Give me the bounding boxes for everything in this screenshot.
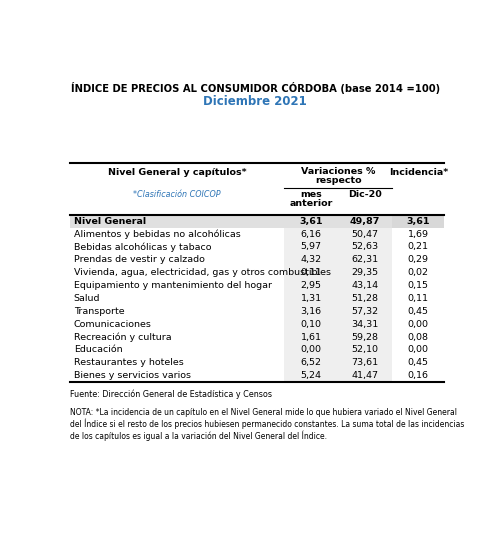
Text: 3,61: 3,61 xyxy=(406,217,430,226)
Text: Restaurantes y hoteles: Restaurantes y hoteles xyxy=(74,358,184,367)
Text: anterior: anterior xyxy=(289,198,333,208)
Text: 5,97: 5,97 xyxy=(301,242,322,251)
Bar xyxy=(284,344,392,356)
Text: 29,35: 29,35 xyxy=(352,268,379,277)
Text: Transporte: Transporte xyxy=(74,307,124,316)
Text: 6,52: 6,52 xyxy=(301,358,322,367)
Text: 2,95: 2,95 xyxy=(301,281,322,290)
Text: 43,14: 43,14 xyxy=(352,281,379,290)
Text: 0,08: 0,08 xyxy=(408,333,429,341)
Text: Educación: Educación xyxy=(74,345,123,354)
Text: 52,10: 52,10 xyxy=(352,345,378,354)
Text: Equipamiento y mantenimiento del hogar: Equipamiento y mantenimiento del hogar xyxy=(74,281,272,290)
Text: 59,28: 59,28 xyxy=(352,333,378,341)
Bar xyxy=(284,356,392,369)
Text: 3,61: 3,61 xyxy=(299,217,323,226)
Bar xyxy=(284,331,392,344)
Text: Dic-20: Dic-20 xyxy=(348,190,382,199)
Text: 0,02: 0,02 xyxy=(408,268,429,277)
Text: Comunicaciones: Comunicaciones xyxy=(74,320,152,329)
Text: Alimentos y bebidas no alcohólicas: Alimentos y bebidas no alcohólicas xyxy=(74,229,241,239)
Text: Recreación y cultura: Recreación y cultura xyxy=(74,333,171,342)
Text: 0,00: 0,00 xyxy=(408,320,429,329)
Bar xyxy=(284,253,392,266)
Bar xyxy=(284,317,392,331)
Text: 50,47: 50,47 xyxy=(352,229,378,238)
Text: 0,21: 0,21 xyxy=(408,242,429,251)
Text: 49,87: 49,87 xyxy=(350,217,380,226)
Bar xyxy=(284,369,392,382)
Text: 3,16: 3,16 xyxy=(301,307,322,316)
Text: 34,31: 34,31 xyxy=(352,320,379,329)
Bar xyxy=(284,241,392,253)
Text: 1,61: 1,61 xyxy=(301,333,322,341)
Text: 41,47: 41,47 xyxy=(352,371,378,380)
Bar xyxy=(284,279,392,292)
Bar xyxy=(284,266,392,279)
Text: 52,63: 52,63 xyxy=(352,242,379,251)
Text: Variaciones %: Variaciones % xyxy=(301,167,375,176)
Text: mes: mes xyxy=(300,190,322,199)
Text: *Clasificación COICOP: *Clasificación COICOP xyxy=(133,190,221,199)
Text: 57,32: 57,32 xyxy=(352,307,379,316)
Text: 0,10: 0,10 xyxy=(301,320,322,329)
Text: NOTA: *La incidencia de un capítulo en el Nivel General mide lo que hubiera vari: NOTA: *La incidencia de un capítulo en e… xyxy=(70,408,464,441)
Text: Prendas de vestir y calzado: Prendas de vestir y calzado xyxy=(74,255,205,265)
Text: 0,00: 0,00 xyxy=(408,345,429,354)
Text: 0,16: 0,16 xyxy=(408,371,429,380)
Text: 5,24: 5,24 xyxy=(301,371,322,380)
Text: ÍNDICE DE PRECIOS AL CONSUMIDOR CÓRDOBA (base 2014 =100): ÍNDICE DE PRECIOS AL CONSUMIDOR CÓRDOBA … xyxy=(71,82,440,94)
Bar xyxy=(284,305,392,317)
Bar xyxy=(284,292,392,305)
Text: 1,69: 1,69 xyxy=(408,229,429,238)
Text: Nivel General: Nivel General xyxy=(74,217,146,226)
Text: Fuente: Dirección General de Estadística y Censos: Fuente: Dirección General de Estadística… xyxy=(70,390,272,399)
Bar xyxy=(392,215,444,228)
Text: 0,00: 0,00 xyxy=(301,345,322,354)
Text: Bebidas alcohólicas y tabaco: Bebidas alcohólicas y tabaco xyxy=(74,242,211,252)
Text: Vivienda, agua, electricidad, gas y otros combustibles: Vivienda, agua, electricidad, gas y otro… xyxy=(74,268,331,277)
Text: 0,15: 0,15 xyxy=(408,281,429,290)
Text: 73,61: 73,61 xyxy=(352,358,379,367)
Text: Incidencia*: Incidencia* xyxy=(388,168,448,177)
Text: 0,29: 0,29 xyxy=(408,255,429,265)
Text: 6,16: 6,16 xyxy=(301,229,322,238)
Text: Diciembre 2021: Diciembre 2021 xyxy=(203,95,307,108)
Text: 4,32: 4,32 xyxy=(301,255,322,265)
Text: 1,31: 1,31 xyxy=(301,294,322,303)
Text: respecto: respecto xyxy=(315,176,362,185)
Text: 0,11: 0,11 xyxy=(408,294,429,303)
Text: Bienes y servicios varios: Bienes y servicios varios xyxy=(74,371,191,380)
Text: Salud: Salud xyxy=(74,294,100,303)
Bar xyxy=(284,228,392,241)
Bar xyxy=(70,215,444,228)
Text: 0,45: 0,45 xyxy=(408,307,429,316)
Bar xyxy=(284,215,392,228)
Text: Nivel General y capítulos*: Nivel General y capítulos* xyxy=(108,168,247,177)
Text: 62,31: 62,31 xyxy=(352,255,379,265)
Text: 0,45: 0,45 xyxy=(408,358,429,367)
Text: 51,28: 51,28 xyxy=(352,294,378,303)
Text: 0,11: 0,11 xyxy=(301,268,322,277)
